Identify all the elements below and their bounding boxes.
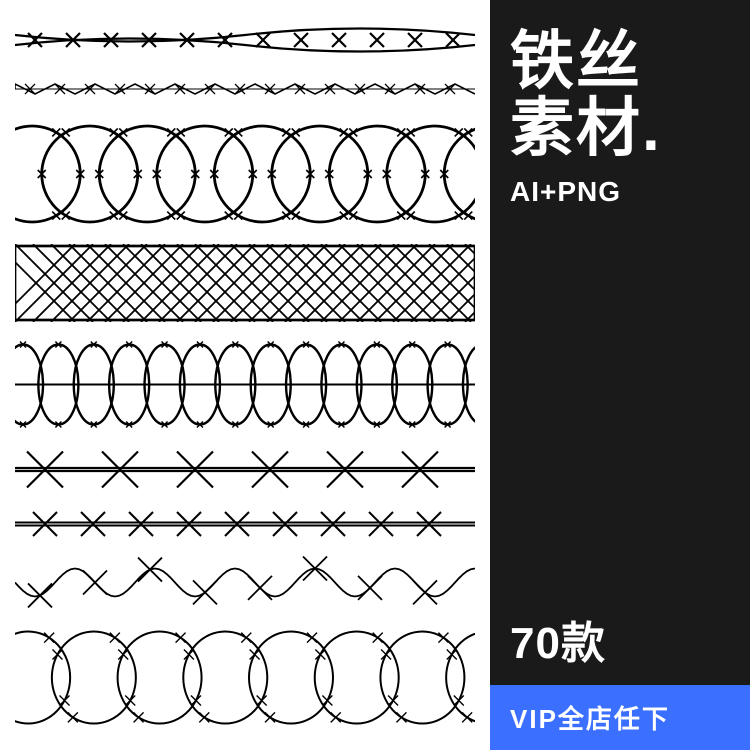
wire-sample [15,20,475,60]
preview-panel [0,0,490,750]
wire-sample [15,75,475,103]
wire-sample [15,244,475,322]
info-panel: 铁丝 素材. AI+PNG 70款 VIP全店任下 [490,0,750,750]
wire-sample [15,447,475,492]
wire-sample [15,508,475,540]
item-count: 70款 [510,607,730,671]
wire-sample [15,555,475,610]
title-line-2: 素材. [510,95,730,162]
format-subtitle: AI+PNG [510,176,730,208]
vip-banner[interactable]: VIP全店任下 [490,685,750,750]
wire-sample [15,337,475,432]
wire-sample [15,119,475,229]
title-line-1: 铁丝 [510,28,730,95]
count-block: 70款 [490,607,750,685]
wire-sample [15,625,475,730]
title-block: 铁丝 素材. AI+PNG [490,0,750,208]
